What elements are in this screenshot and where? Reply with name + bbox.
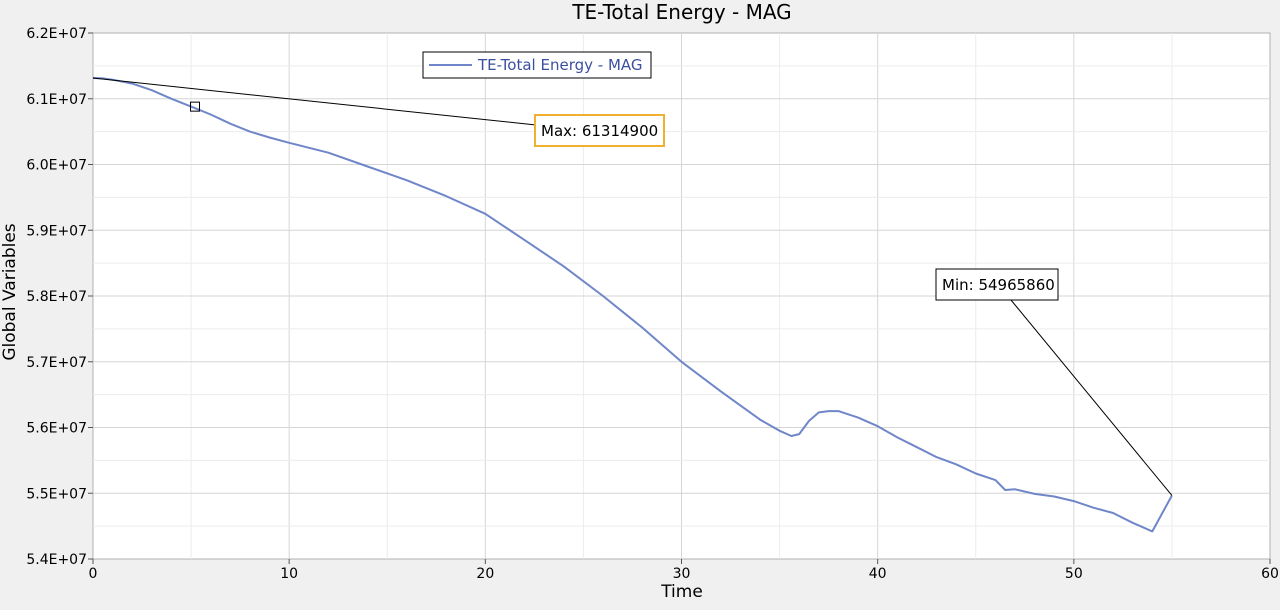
max-leader-line [92,77,537,126]
x-tick-label: 0 [89,566,98,582]
min-annotation-label: Min: 54965860 [942,276,1055,294]
y-axis-label: Global Variables [0,223,20,360]
y-tick-label: 5.7E+07 [26,355,87,371]
legend-label: TE-Total Energy - MAG [477,56,643,74]
annotations-group: Max: 61314900 Min: 54965860 [92,77,1173,496]
x-axis-label: Time [660,582,703,602]
y-tick-label: 6.0E+07 [26,158,87,174]
y-tick-label: 6.1E+07 [26,92,87,108]
max-annotation-label: Max: 61314900 [541,122,658,140]
min-leader-line [1010,299,1173,496]
series-line [92,77,1173,533]
series-group [92,77,1173,533]
y-tick-label: 5.4E+07 [26,552,87,568]
x-tick-label: 20 [476,566,494,582]
x-tick-label: 40 [869,566,887,582]
y-axis-ticks: 5.4E+07 5.5E+07 5.6E+07 5.7E+07 5.8E+07 5.9E+… [26,26,93,568]
max-annotation-box [534,114,665,147]
min-annotation-box [935,268,1059,301]
y-tick-label: 5.9E+07 [26,223,87,239]
grid-lines [93,33,1270,559]
x-axis-ticks: 0 10 20 30 40 50 60 [89,559,1279,582]
point-marker [190,101,201,112]
y-tick-label: 5.8E+07 [26,289,87,305]
y-tick-label: 6.2E+07 [26,26,87,42]
x-tick-label: 10 [280,566,298,582]
legend[interactable]: TE-Total Energy - MAG [422,51,652,79]
x-tick-label: 30 [673,566,691,582]
y-tick-label: 5.6E+07 [26,421,87,437]
y-tick-label: 5.5E+07 [26,486,87,502]
x-tick-label: 60 [1261,566,1279,582]
x-tick-label: 50 [1065,566,1083,582]
chart-title: TE-Total Energy - MAG [571,0,791,24]
